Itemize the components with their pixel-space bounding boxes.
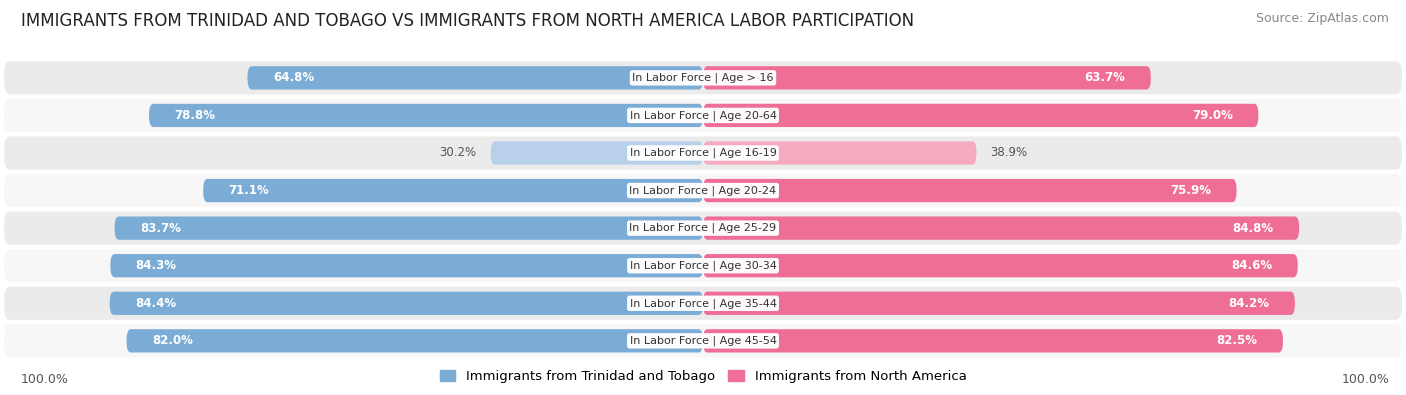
FancyBboxPatch shape: [110, 292, 703, 315]
FancyBboxPatch shape: [4, 61, 1402, 94]
FancyBboxPatch shape: [703, 292, 1295, 315]
Text: In Labor Force | Age 45-54: In Labor Force | Age 45-54: [630, 336, 776, 346]
Text: 38.9%: 38.9%: [990, 147, 1028, 160]
FancyBboxPatch shape: [703, 216, 1299, 240]
FancyBboxPatch shape: [4, 287, 1402, 320]
Text: In Labor Force | Age 20-24: In Labor Force | Age 20-24: [630, 185, 776, 196]
Text: In Labor Force | Age 16-19: In Labor Force | Age 16-19: [630, 148, 776, 158]
Text: In Labor Force | Age 35-44: In Labor Force | Age 35-44: [630, 298, 776, 308]
FancyBboxPatch shape: [127, 329, 703, 352]
FancyBboxPatch shape: [4, 99, 1402, 132]
FancyBboxPatch shape: [4, 249, 1402, 282]
FancyBboxPatch shape: [703, 179, 1237, 202]
FancyBboxPatch shape: [204, 179, 703, 202]
Text: 83.7%: 83.7%: [141, 222, 181, 235]
FancyBboxPatch shape: [149, 104, 703, 127]
Text: 84.3%: 84.3%: [136, 259, 177, 272]
Text: 82.0%: 82.0%: [152, 334, 193, 347]
FancyBboxPatch shape: [703, 104, 1258, 127]
Text: 78.8%: 78.8%: [174, 109, 215, 122]
FancyBboxPatch shape: [703, 66, 1150, 90]
Text: 100.0%: 100.0%: [21, 373, 69, 386]
Text: 63.7%: 63.7%: [1084, 71, 1125, 85]
Legend: Immigrants from Trinidad and Tobago, Immigrants from North America: Immigrants from Trinidad and Tobago, Imm…: [434, 365, 972, 388]
Text: In Labor Force | Age 30-34: In Labor Force | Age 30-34: [630, 260, 776, 271]
Text: 84.2%: 84.2%: [1229, 297, 1270, 310]
Text: IMMIGRANTS FROM TRINIDAD AND TOBAGO VS IMMIGRANTS FROM NORTH AMERICA LABOR PARTI: IMMIGRANTS FROM TRINIDAD AND TOBAGO VS I…: [21, 12, 914, 30]
Text: 84.8%: 84.8%: [1233, 222, 1274, 235]
Text: 82.5%: 82.5%: [1216, 334, 1258, 347]
FancyBboxPatch shape: [247, 66, 703, 90]
Text: In Labor Force | Age 25-29: In Labor Force | Age 25-29: [630, 223, 776, 233]
FancyBboxPatch shape: [703, 141, 977, 165]
FancyBboxPatch shape: [111, 254, 703, 277]
Text: Source: ZipAtlas.com: Source: ZipAtlas.com: [1256, 12, 1389, 25]
FancyBboxPatch shape: [703, 329, 1284, 352]
FancyBboxPatch shape: [703, 254, 1298, 277]
Text: 84.4%: 84.4%: [135, 297, 176, 310]
FancyBboxPatch shape: [491, 141, 703, 165]
Text: 64.8%: 64.8%: [273, 71, 314, 85]
Text: In Labor Force | Age > 16: In Labor Force | Age > 16: [633, 73, 773, 83]
Text: 84.6%: 84.6%: [1232, 259, 1272, 272]
Text: 75.9%: 75.9%: [1170, 184, 1212, 197]
Text: In Labor Force | Age 20-64: In Labor Force | Age 20-64: [630, 110, 776, 120]
FancyBboxPatch shape: [4, 212, 1402, 245]
FancyBboxPatch shape: [4, 174, 1402, 207]
Text: 71.1%: 71.1%: [229, 184, 269, 197]
Text: 30.2%: 30.2%: [440, 147, 477, 160]
Text: 79.0%: 79.0%: [1192, 109, 1233, 122]
FancyBboxPatch shape: [114, 216, 703, 240]
FancyBboxPatch shape: [4, 136, 1402, 169]
FancyBboxPatch shape: [4, 324, 1402, 357]
Text: 100.0%: 100.0%: [1341, 373, 1389, 386]
